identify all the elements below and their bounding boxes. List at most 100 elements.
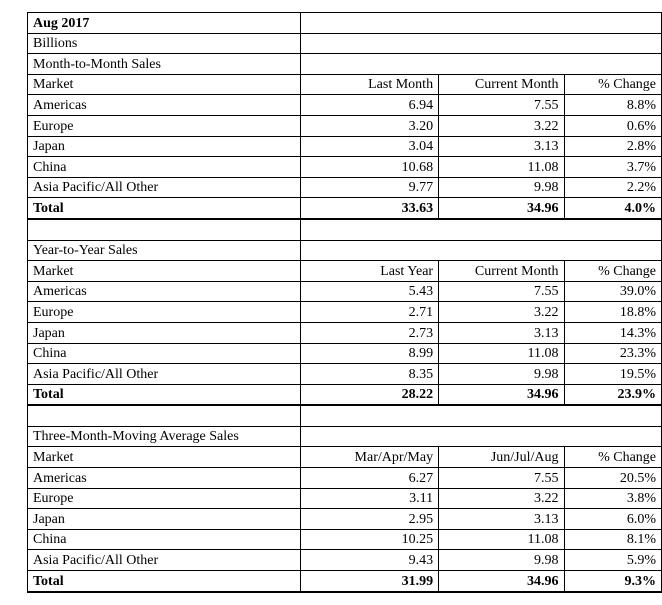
column-header: % Change xyxy=(563,73,662,96)
value-cell: 19.5% xyxy=(563,363,662,385)
section-title-empty-cell xyxy=(299,239,662,262)
total-value: 31.99 xyxy=(299,570,440,593)
market-cell: Americas xyxy=(27,280,301,303)
column-header: Last Year xyxy=(299,260,440,282)
value-cell: 2.95 xyxy=(299,508,440,530)
table-row: Europe 2.71 3.22 18.8% xyxy=(27,301,662,323)
column-header: Market xyxy=(27,260,301,282)
units-cell: Billions xyxy=(27,32,301,55)
column-header: % Change xyxy=(563,260,662,282)
value-cell: 11.08 xyxy=(438,156,565,178)
column-header: Mar/Apr/May xyxy=(299,446,440,469)
market-cell: Americas xyxy=(27,94,301,116)
total-value: 34.96 xyxy=(438,570,565,593)
spacer-row xyxy=(27,218,662,241)
section-title: Year-to-Year Sales xyxy=(27,239,301,262)
value-cell: 2.71 xyxy=(299,301,440,323)
spacer-cell xyxy=(299,218,662,241)
column-header: Market xyxy=(27,73,301,96)
column-header: Last Month xyxy=(299,73,440,96)
table-row: China 8.99 11.08 23.3% xyxy=(27,342,662,365)
spacer-cell xyxy=(27,218,301,241)
value-cell: 3.7% xyxy=(563,156,662,178)
table-row: Europe 3.20 3.22 0.6% xyxy=(27,114,662,137)
column-header-row: Market Mar/Apr/May Jun/Jul/Aug% Change xyxy=(27,446,662,469)
total-value: 9.3% xyxy=(563,570,662,593)
units-empty-cell xyxy=(299,32,662,55)
total-value: 34.96 xyxy=(438,197,565,220)
total-row: Total 33.63 34.96 4.0% xyxy=(27,197,662,220)
value-cell: 39.0% xyxy=(563,280,662,303)
value-cell: 6.94 xyxy=(299,94,440,116)
value-cell: 14.3% xyxy=(563,321,662,344)
value-cell: 6.27 xyxy=(299,467,440,489)
market-cell: China xyxy=(27,342,301,365)
column-header: Jun/Jul/Aug xyxy=(438,446,565,469)
market-cell: China xyxy=(27,528,301,551)
table-row: Japan 3.04 3.13 2.8% xyxy=(27,135,662,158)
market-cell: Japan xyxy=(27,321,301,344)
value-cell: 9.43 xyxy=(299,549,440,572)
value-cell: 11.08 xyxy=(438,342,565,365)
value-cell: 3.8% xyxy=(563,487,662,510)
value-cell: 3.22 xyxy=(438,487,565,510)
table-row: Americas 5.43 7.55 39.0% xyxy=(27,280,662,303)
value-cell: 3.13 xyxy=(438,135,565,158)
value-cell: 3.22 xyxy=(438,301,565,323)
table-row: China 10.68 11.08 3.7% xyxy=(27,156,662,178)
spacer-cell xyxy=(27,404,301,427)
table-row: Asia Pacific/All Other 8.35 9.98 19.5% xyxy=(27,363,662,385)
table-row: Asia Pacific/All Other 9.43 9.98 5.9% xyxy=(27,549,662,572)
value-cell: 5.9% xyxy=(563,549,662,572)
total-label: Total xyxy=(27,197,301,220)
table-row: Americas 6.94 7.55 8.8% xyxy=(27,94,662,116)
value-cell: 23.3% xyxy=(563,342,662,365)
value-cell: 3.04 xyxy=(299,135,440,158)
value-cell: 10.25 xyxy=(299,528,440,551)
column-header: Current Month xyxy=(438,73,565,96)
total-value: 28.22 xyxy=(299,383,440,407)
column-header: Current Month xyxy=(438,260,565,282)
value-cell: 11.08 xyxy=(438,528,565,551)
section-title-empty-cell xyxy=(299,425,662,448)
value-cell: 2.8% xyxy=(563,135,662,158)
total-row: Total 31.99 34.96 9.3% xyxy=(27,570,662,593)
value-cell: 2.73 xyxy=(299,321,440,344)
table-row: Japan 2.73 3.13 14.3% xyxy=(27,321,662,344)
value-cell: 8.35 xyxy=(299,363,440,385)
total-row: Total 28.22 34.96 23.9% xyxy=(27,383,662,407)
section-title-row: Month-to-Month Sales xyxy=(27,53,662,75)
column-header: % Change xyxy=(563,446,662,469)
market-cell: Japan xyxy=(27,508,301,530)
market-cell: Europe xyxy=(27,487,301,510)
table-row: Japan 2.95 3.13 6.0% xyxy=(27,508,662,530)
market-cell: Japan xyxy=(27,135,301,158)
value-cell: 2.2% xyxy=(563,176,662,199)
market-cell: Europe xyxy=(27,114,301,137)
value-cell: 0.6% xyxy=(563,114,662,137)
market-cell: Asia Pacific/All Other xyxy=(27,549,301,572)
market-cell: Americas xyxy=(27,467,301,489)
units-row: Billions xyxy=(27,32,662,55)
total-label: Total xyxy=(27,570,301,593)
value-cell: 8.1% xyxy=(563,528,662,551)
section-title: Three-Month-Moving Average Sales xyxy=(27,425,301,448)
total-value: 23.9% xyxy=(563,383,662,407)
column-header-row: Market Last Year Current Month% Change xyxy=(27,260,662,282)
title-empty-cell xyxy=(299,12,662,34)
spacer-row xyxy=(27,404,662,427)
section-title-row: Year-to-Year Sales xyxy=(27,239,662,262)
value-cell: 9.98 xyxy=(438,549,565,572)
spacer-cell xyxy=(299,404,662,427)
market-cell: Asia Pacific/All Other xyxy=(27,176,301,199)
value-cell: 7.55 xyxy=(438,280,565,303)
sales-table: Aug 2017 Billions Month-to-Month Sales Ma… xyxy=(27,12,662,593)
market-cell: Europe xyxy=(27,301,301,323)
value-cell: 6.0% xyxy=(563,508,662,530)
sales-table-body: Aug 2017 Billions Month-to-Month Sales Ma… xyxy=(27,12,662,593)
title-cell: Aug 2017 xyxy=(27,12,301,34)
value-cell: 9.77 xyxy=(299,176,440,199)
value-cell: 8.99 xyxy=(299,342,440,365)
table-row: Asia Pacific/All Other 9.77 9.98 2.2% xyxy=(27,176,662,199)
value-cell: 3.11 xyxy=(299,487,440,510)
